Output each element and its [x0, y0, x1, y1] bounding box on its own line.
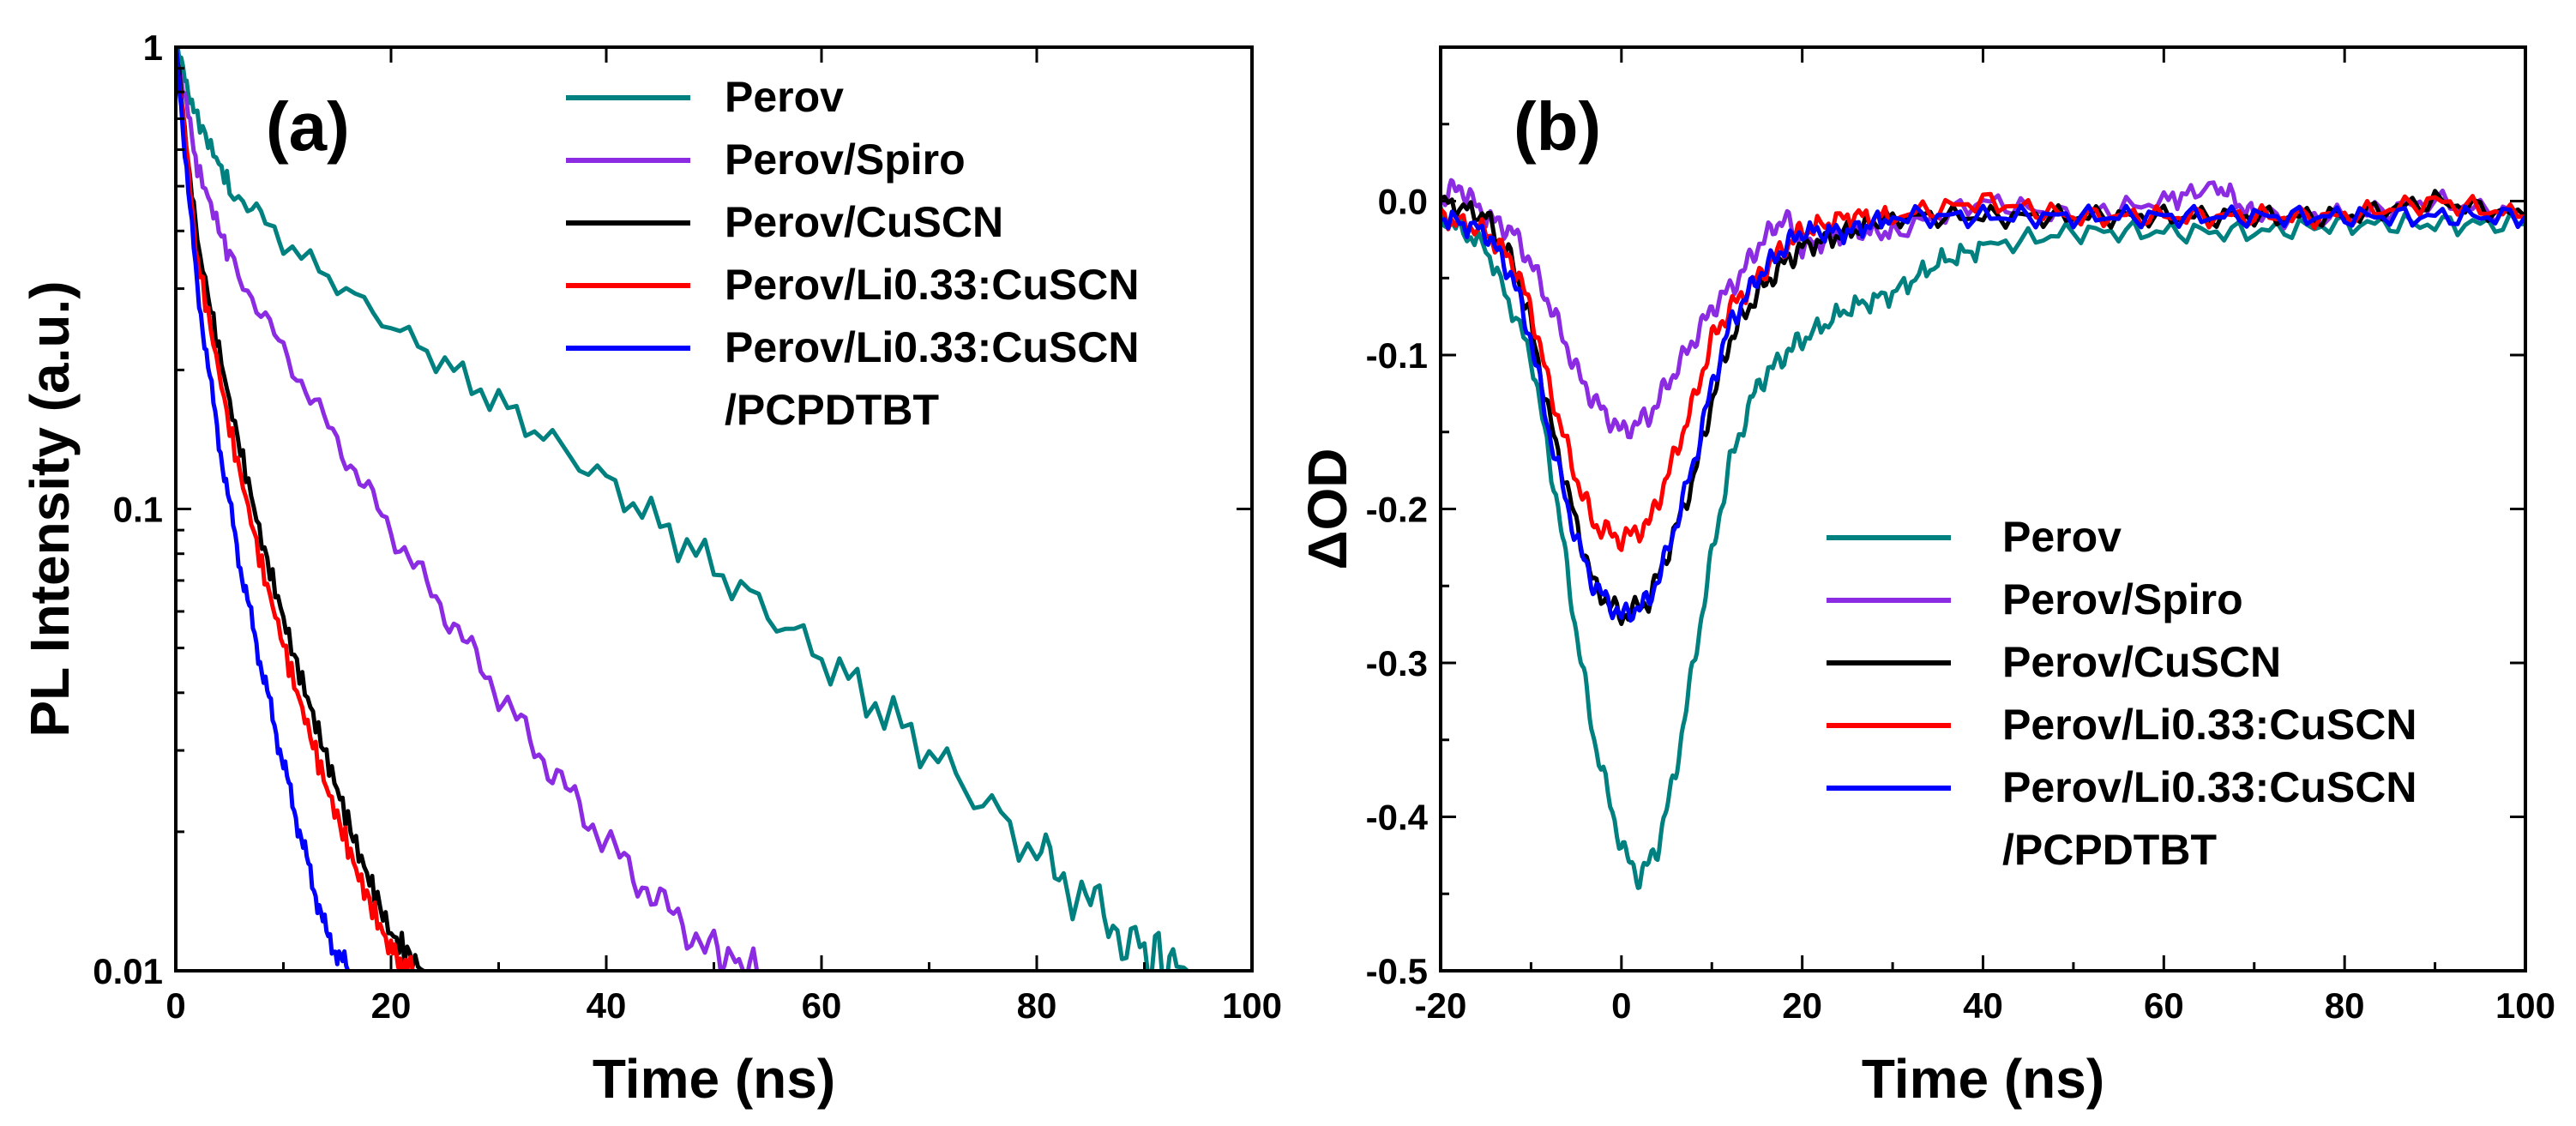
- series-line-perov-spiro: [1441, 178, 2525, 440]
- y-tick-label: -0.1: [1366, 335, 1428, 376]
- legend: Perov Perov/Spiro Perov/CuSCN Perov/Li0.33:…: [566, 73, 1139, 434]
- x-axis-title: Time (ns): [1862, 1048, 2104, 1110]
- panel-label: (a): [266, 88, 350, 165]
- y-tick-label: -0.2: [1366, 490, 1428, 530]
- legend-label: Perov/Spiro: [2002, 575, 2243, 623]
- series-group: [176, 47, 1190, 971]
- series-line-perov-cuscn: [1441, 189, 2525, 626]
- legend-label: Perov/Li0.33:CuSCN: [2002, 701, 2417, 749]
- legend-label: Perov/Spiro: [725, 135, 966, 184]
- legend-label: Perov/Li0.33:CuSCN: [725, 261, 1139, 309]
- x-tick-label: 100: [1222, 985, 1282, 1026]
- legend-label: Perov/Li0.33:CuSCN: [2002, 763, 2417, 811]
- series-line-perov-spiro: [176, 47, 760, 971]
- y-tick-label: -0.5: [1366, 951, 1428, 991]
- x-tick-label: 80: [2325, 985, 2365, 1026]
- plot-frame: [174, 45, 1254, 972]
- x-tick-label: 20: [371, 985, 412, 1026]
- x-tick-label: 60: [2144, 985, 2184, 1026]
- y-axis-title: ΔOD: [1297, 449, 1358, 570]
- panel-a-chart: 0 20 40 60 80 100 0.01 0.1 1 Time (ns) PL Intensit…: [19, 27, 1282, 1110]
- series-line-perov-li0-33-cuscn-pcpdtbt: [176, 47, 351, 971]
- y-tick-label: -0.3: [1366, 643, 1428, 683]
- y-tick-label: 0.1: [113, 490, 163, 530]
- panel-b-chart: -20 0 20 40 60 80 100 0.0 -0.1 -0.2 -0.3 -0.4 -0.5 Ti…: [1297, 45, 2555, 1110]
- legend-label: Perov/CuSCN: [2002, 638, 2281, 686]
- y-tick-label: 0.01: [93, 951, 163, 991]
- legend-label: Perov/CuSCN: [725, 198, 1003, 246]
- panel-label: (b): [1514, 88, 1601, 165]
- x-axis-title: Time (ns): [593, 1048, 835, 1110]
- series-line-perov-li0-33-cuscn-pcpdtbt: [1441, 203, 2525, 623]
- legend: Perov Perov/Spiro Perov/CuSCN Perov/Li0.33:…: [1827, 513, 2417, 874]
- x-tick-label: 40: [1963, 985, 2003, 1026]
- series-line-perov-li0-33-cuscn: [1441, 191, 2525, 552]
- x-tick-label: 0: [166, 985, 185, 1026]
- x-tick-label: 20: [1782, 985, 1822, 1026]
- series-line-perov: [1441, 204, 2525, 890]
- y-tick-label: 1: [143, 27, 163, 68]
- series-line-perov-li0-33-cuscn: [176, 55, 415, 971]
- series-line-perov-cuscn: [176, 47, 426, 971]
- x-tick-label: -20: [1415, 985, 1467, 1026]
- y-tick-label: -0.4: [1366, 798, 1429, 838]
- y-tick-label: 0.0: [1378, 182, 1428, 222]
- y-axis-title: PL Intensity (a.u.): [19, 280, 81, 737]
- x-tick-label: 40: [587, 985, 627, 1026]
- x-tick-label: 80: [1017, 985, 1057, 1026]
- series-line-perov: [176, 47, 1190, 971]
- plot-frame: [1439, 45, 2527, 972]
- x-tick-label: 100: [2495, 985, 2555, 1026]
- legend-label: Perov/Li0.33:CuSCN: [725, 323, 1139, 371]
- series-group: [1441, 178, 2525, 890]
- legend-label: /PCPDTBT: [725, 386, 939, 434]
- legend-label: Perov: [2002, 513, 2122, 561]
- x-tick-label: 0: [1611, 985, 1631, 1026]
- x-tick-label: 60: [802, 985, 842, 1026]
- legend-label: /PCPDTBT: [2002, 826, 2217, 874]
- legend-label: Perov: [725, 73, 844, 121]
